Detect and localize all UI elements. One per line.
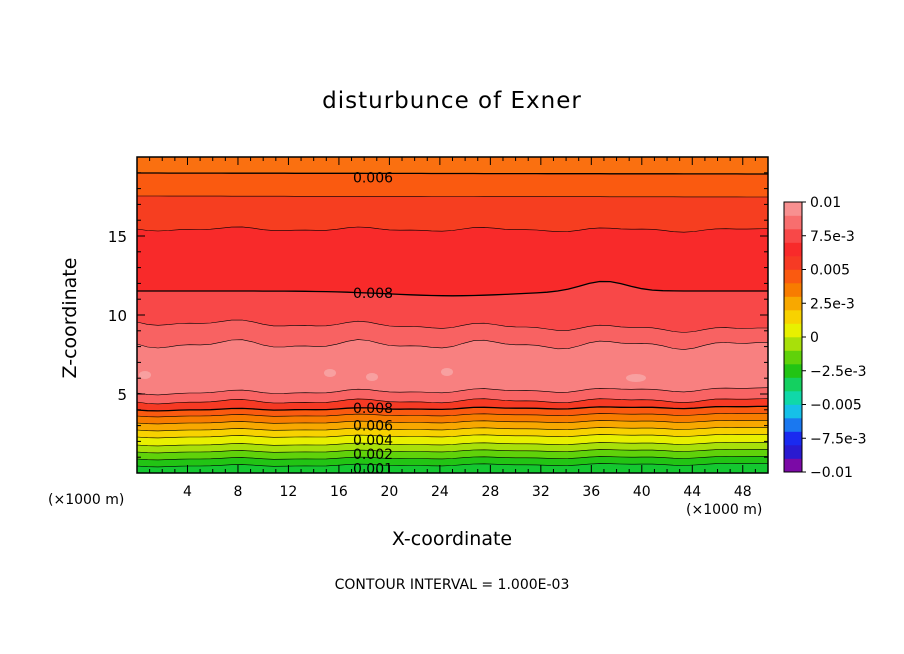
contour-label: 0.008: [353, 401, 393, 417]
colorbar: 0.01 7.5e-3 0.005 2.5e-3 0 −2.5e-3 −0.005 −7.5e…: [783, 195, 867, 481]
colorbar-label: 0.01: [810, 195, 841, 211]
x-tick-label: 16: [330, 484, 348, 500]
colorbar-swatch: [784, 323, 802, 338]
contour-label: 0.008: [353, 286, 393, 302]
contour-interval-note: CONTOUR INTERVAL = 1.000E-03: [334, 577, 570, 593]
colorbar-label: 0.005: [810, 263, 850, 279]
contour-line: [136, 319, 768, 333]
contour-label: 0.006: [353, 171, 393, 187]
colorbar-swatch: [784, 377, 802, 392]
colorbar-swatch: [784, 310, 802, 324]
y-tick-label: 15: [108, 228, 127, 246]
x-tick-label: 40: [633, 484, 651, 500]
colorbar-label: 2.5e-3: [810, 296, 855, 312]
x-tick-label: 12: [280, 484, 298, 500]
colorbar-swatch: [784, 364, 802, 378]
y-axis-ticks: 5 10 15: [108, 172, 768, 458]
contour-bands: [136, 156, 769, 474]
colorbar-label: −2.5e-3: [810, 364, 867, 380]
x-unit-label: (×1000 m): [48, 492, 125, 508]
peak-blob: [139, 371, 151, 379]
contour-line: [136, 449, 769, 454]
peak-blob: [626, 374, 646, 382]
x-tick-label: 4: [183, 484, 192, 500]
contour-line: [136, 413, 769, 418]
y-tick-label: 5: [117, 386, 127, 404]
contour-line: [136, 339, 769, 350]
contour-line: [136, 420, 769, 425]
contour-line: [136, 456, 769, 461]
colorbar-swatch: [784, 445, 802, 459]
contour-line: [136, 442, 769, 447]
contour-line: [137, 172, 768, 175]
contour-line: [136, 398, 769, 405]
contour-label: 0.006: [353, 419, 393, 435]
colorbar-swatch: [784, 215, 802, 230]
x-tick-label: 20: [380, 484, 398, 500]
colorbar-label: 7.5e-3: [810, 229, 855, 245]
contour-line: [136, 427, 769, 432]
y-tick-label: 10: [108, 307, 127, 325]
colorbar-swatch: [784, 458, 802, 473]
colorbar-label: −7.5e-3: [810, 431, 867, 447]
contour-line: [137, 280, 768, 297]
chart-title: disturbunce of Exner: [322, 88, 582, 114]
contour-line: [136, 405, 769, 412]
colorbar-swatch: [784, 256, 802, 270]
colorbar-swatch: [784, 242, 802, 257]
colorbar-swatch: [784, 350, 802, 365]
contour-line: [136, 387, 769, 396]
contour-label: 0.004: [353, 433, 393, 449]
colorbar-swatch: [784, 391, 802, 405]
contour-label: 0.001: [353, 461, 393, 477]
x-unit-label-right: (×1000 m): [686, 502, 763, 518]
contour-line: [136, 463, 769, 468]
colorbar-swatch: [784, 404, 802, 419]
colorbar-label: −0.005: [810, 398, 862, 414]
contour-line: [137, 195, 768, 198]
contour-band: [136, 226, 769, 297]
colorbar-swatch: [784, 269, 802, 284]
x-axis-label: X-coordinate: [391, 528, 513, 550]
x-tick-label: 8: [233, 484, 242, 500]
contour-line: [136, 434, 769, 439]
contour-lines: [136, 172, 769, 468]
contour-band: [136, 195, 769, 233]
peak-blob: [324, 369, 336, 377]
colorbar-label: 0: [810, 330, 819, 346]
x-tick-label: 36: [582, 484, 600, 500]
x-axis-ticks: 4 8 12 16 20 24 28 32 36 40 44 48: [149, 157, 756, 500]
peak-blob: [441, 368, 453, 376]
colorbar-swatch: [784, 229, 802, 243]
colorbar-swatch: [784, 202, 802, 216]
colorbar-swatch: [784, 431, 802, 446]
colorbar-label: −0.01: [810, 465, 853, 481]
contour-line: [136, 226, 769, 233]
colorbar-swatch: [784, 337, 802, 351]
contour-label: 0.002: [353, 447, 393, 463]
x-tick-label: 48: [734, 484, 752, 500]
colorbar-swatch: [784, 296, 802, 311]
x-tick-label: 44: [683, 484, 701, 500]
contour-band: [136, 172, 769, 198]
x-tick-label: 28: [481, 484, 499, 500]
x-tick-label: 32: [532, 484, 550, 500]
x-tick-label: 24: [431, 484, 449, 500]
y-axis-label: Z-coordinate: [59, 257, 81, 379]
colorbar-swatch: [784, 418, 802, 432]
peak-blob: [366, 373, 378, 381]
colorbar-swatch: [784, 283, 802, 297]
